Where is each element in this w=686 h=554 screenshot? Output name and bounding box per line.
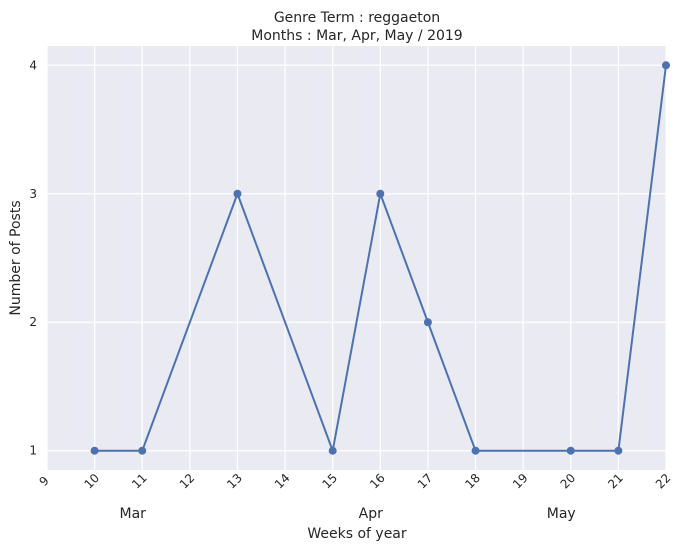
y-tick-label: 2 [29,315,37,329]
x-tick-label: 13 [224,471,245,492]
x-tick-label: 20 [558,471,579,492]
month-label: Mar [119,506,146,522]
chart-title-line2: Months : Mar, Apr, May / 2019 [251,28,462,44]
data-point [328,446,337,455]
x-tick-label: 22 [653,471,674,492]
y-tick-labels: 1 2 3 4 [29,58,37,457]
data-point [471,446,480,455]
data-point [138,446,147,455]
data-point [614,446,623,455]
x-tick-label: 18 [462,471,483,492]
x-tick-labels: 9 10 11 12 13 14 15 16 17 18 19 20 21 22 [37,471,674,492]
x-tick-label: 9 [37,474,52,489]
y-tick-label: 3 [29,187,37,201]
data-point [566,446,575,455]
x-tick-label: 10 [81,471,102,492]
data-point [90,446,99,455]
grid-lines [46,46,667,470]
x-tick-label: 14 [272,471,293,492]
data-point [662,61,670,70]
x-tick-label: 16 [367,471,388,492]
x-tick-label: 12 [177,471,198,492]
x-tick-label: 17 [415,471,436,492]
x-tick-label: 15 [320,471,341,492]
plot-area [47,46,666,470]
month-label: May [547,506,576,522]
data-point [376,189,385,198]
month-label: Apr [359,506,383,522]
x-tick-label: 21 [605,471,626,492]
data-point [423,318,432,327]
x-axis-label: Weeks of year [307,526,407,542]
series-polyline [94,65,667,452]
series-line [94,65,667,452]
y-axis-label: Number of Posts [8,200,24,315]
y-tick-label: 1 [29,444,37,458]
data-point [233,189,242,198]
month-labels: Mar Apr May [119,506,575,522]
x-tick-label: 19 [510,471,531,492]
y-tick-label: 4 [29,58,37,72]
data-points [90,61,670,455]
x-tick-label: 11 [129,471,150,492]
chart-title-line1: Genre Term : reggaeton [274,10,440,26]
